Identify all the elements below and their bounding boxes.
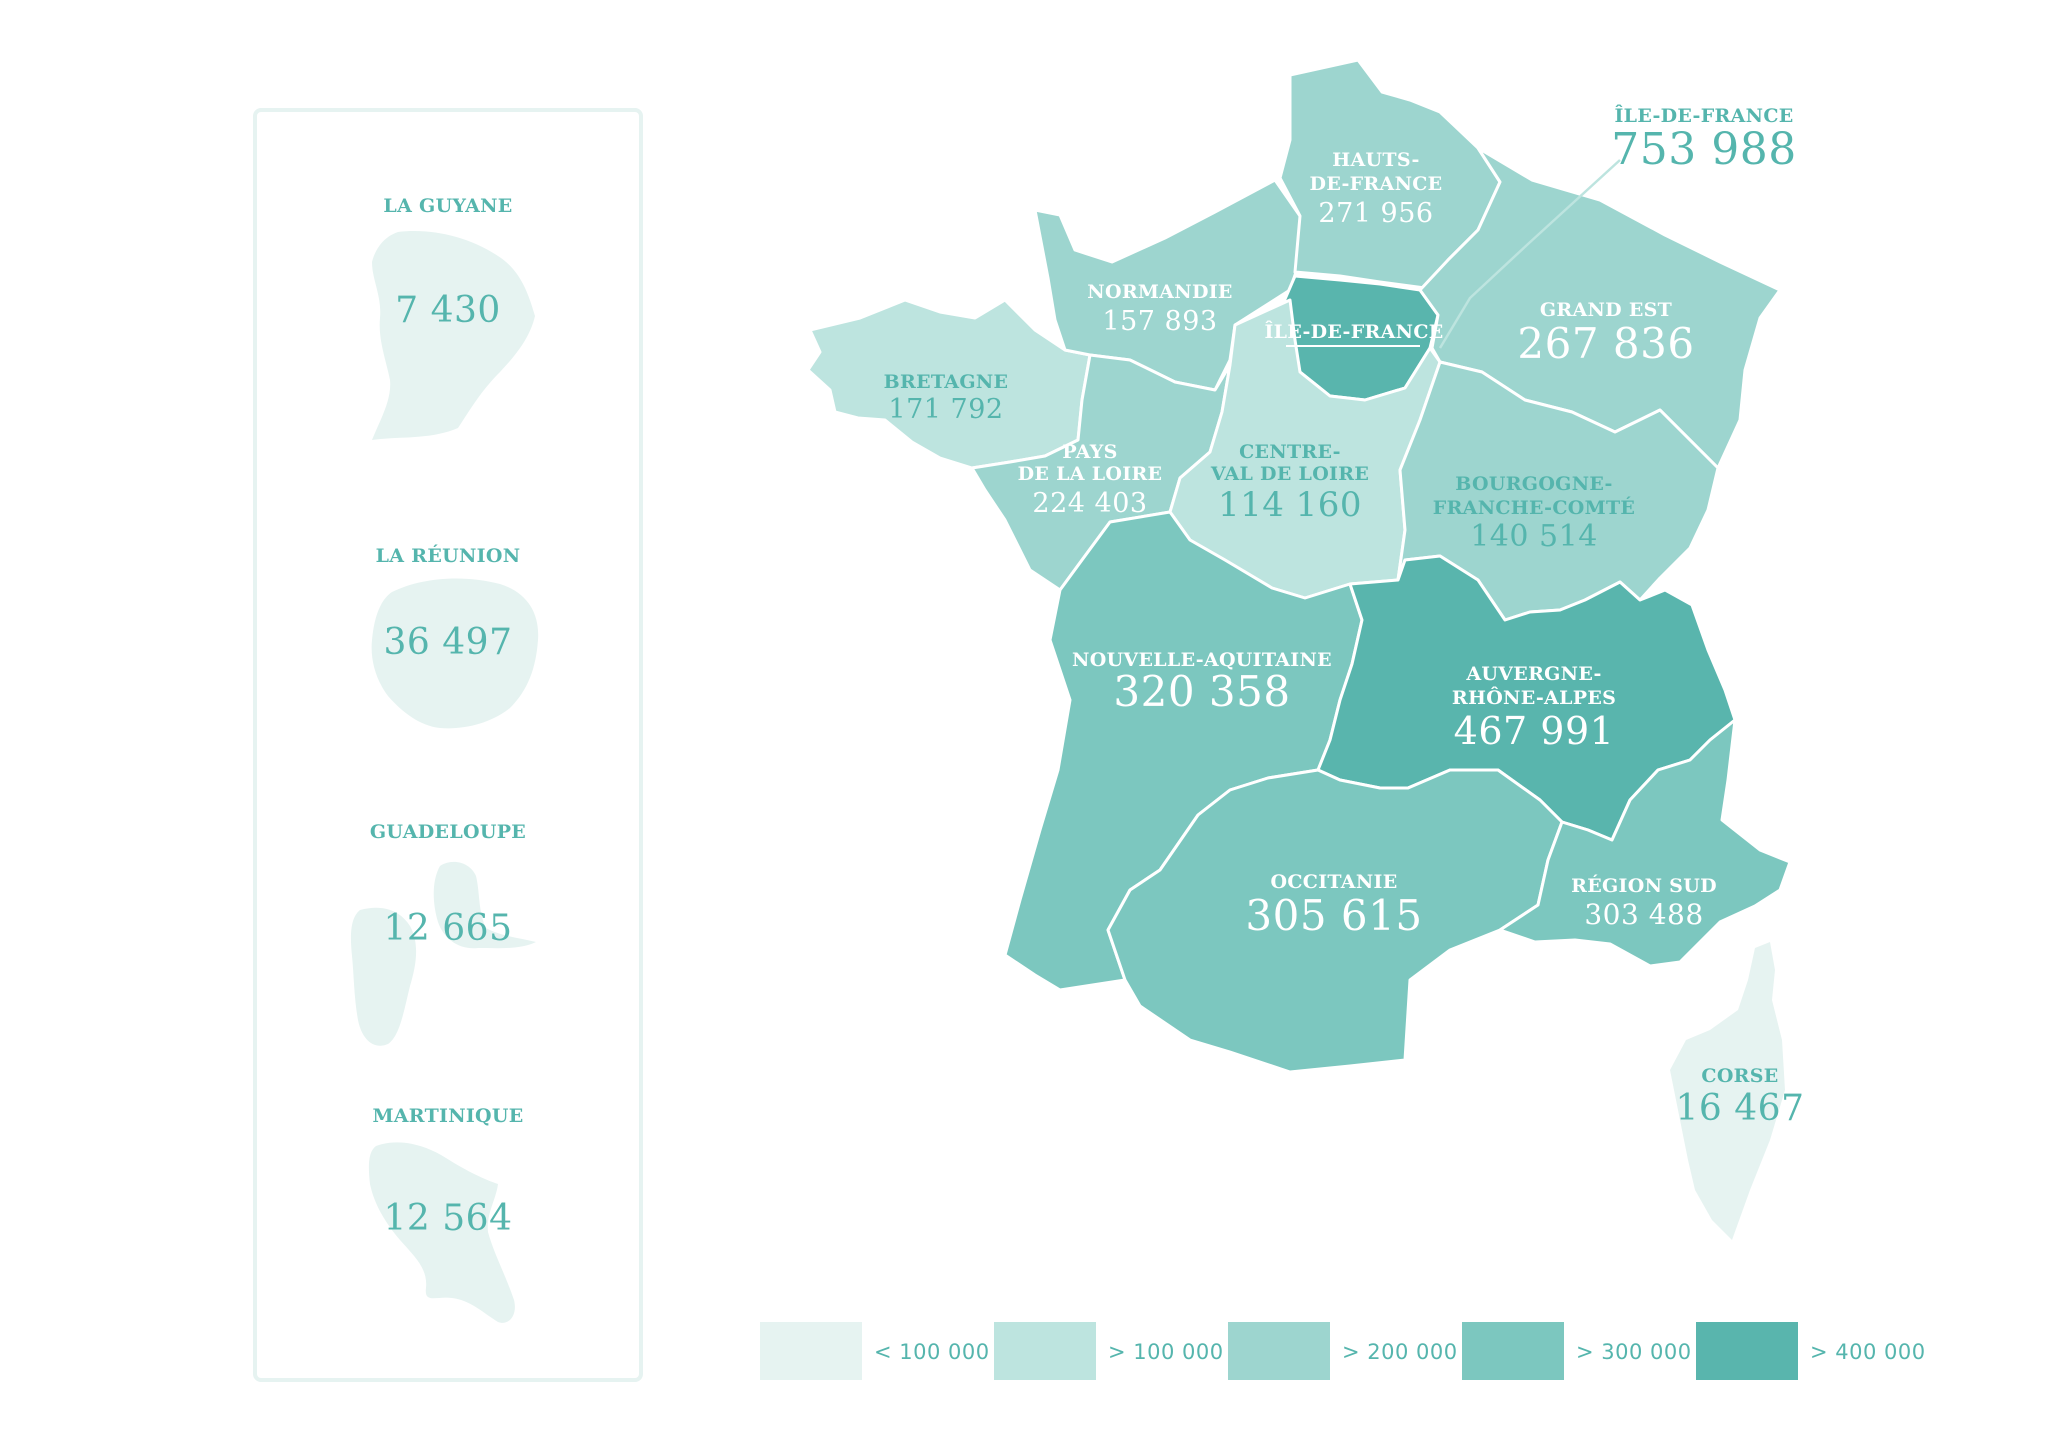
nouvelle-aquitaine-name: NOUVELLE-AQUITAINE xyxy=(1072,649,1332,671)
corse-name: CORSE xyxy=(1701,1065,1778,1087)
martinique-name: MARTINIQUE xyxy=(372,1105,523,1127)
guyane-name: LA GUYANE xyxy=(383,195,512,217)
region-normandie xyxy=(1033,178,1302,392)
guadeloupe-value: 12 665 xyxy=(384,908,513,949)
region-sud-name: RÉGION SUD xyxy=(1571,874,1717,897)
pays-de-la-loire-name-1: PAYS xyxy=(1062,441,1117,463)
legend-label-1: > 100 000 xyxy=(1108,1340,1224,1364)
centre-val-de-loire-name-2: VAL DE LOIRE xyxy=(1210,463,1369,485)
legend-label-2: > 200 000 xyxy=(1342,1340,1458,1364)
guadeloupe-shape-west xyxy=(350,907,417,1046)
legend-swatch-2 xyxy=(1228,1322,1330,1380)
hauts-de-france-name-1: HAUTS- xyxy=(1332,149,1420,171)
martinique-value: 12 564 xyxy=(384,1198,513,1239)
pays-de-la-loire-value: 224 403 xyxy=(1032,488,1147,519)
normandie-value: 157 893 xyxy=(1102,306,1217,337)
legend-swatch-0 xyxy=(760,1322,862,1380)
grand-est-value: 267 836 xyxy=(1517,319,1694,368)
reunion-value: 36 497 xyxy=(384,622,513,663)
legend-swatch-3 xyxy=(1462,1322,1564,1380)
guyane-shape xyxy=(372,231,535,440)
bretagne-value: 171 792 xyxy=(888,394,1003,425)
legend: < 100 000 > 100 000 > 200 000 > 300 000 > 40… xyxy=(760,1322,1926,1380)
martinique-shape xyxy=(368,1142,515,1323)
region-sud-value: 303 488 xyxy=(1584,898,1703,931)
bourgogne-name-1: BOURGOGNE- xyxy=(1455,473,1612,495)
guadeloupe-shape-east xyxy=(433,861,536,949)
centre-val-de-loire-name-1: CENTRE- xyxy=(1239,441,1341,463)
occitanie-name: OCCITANIE xyxy=(1271,871,1398,893)
pays-de-la-loire-name-2: DE LA LOIRE xyxy=(1018,463,1163,485)
hauts-de-france-value: 271 956 xyxy=(1318,198,1433,229)
guyane-value: 7 430 xyxy=(395,290,501,331)
reunion-name: LA RÉUNION xyxy=(376,544,521,567)
normandie-name: NORMANDIE xyxy=(1087,281,1232,303)
region-sud xyxy=(1498,718,1792,968)
bretagne-name: BRETAGNE xyxy=(884,371,1009,393)
reunion-shape xyxy=(371,578,539,729)
legend-label-3: > 300 000 xyxy=(1576,1340,1692,1364)
hauts-de-france-name-2: DE-FRANCE xyxy=(1310,173,1443,195)
auvergne-name-2: RHÔNE-ALPES xyxy=(1452,686,1616,709)
auvergne-value: 467 991 xyxy=(1454,709,1615,753)
bourgogne-value: 140 514 xyxy=(1470,519,1598,554)
idf-callout-leader xyxy=(1438,159,1621,349)
ile-de-france-callout-name: ÎLE-DE-FRANCE xyxy=(1614,104,1793,127)
legend-label-4: > 400 000 xyxy=(1810,1340,1926,1364)
auvergne-name-1: AUVERGNE- xyxy=(1465,663,1601,685)
region-occitanie xyxy=(1106,768,1564,1074)
bourgogne-name-2: FRANCHE-COMTÉ xyxy=(1433,496,1635,519)
legend-label-0: < 100 000 xyxy=(874,1340,990,1364)
corse-value: 16 467 xyxy=(1676,1088,1805,1129)
legend-swatch-1 xyxy=(994,1322,1096,1380)
ile-de-france-map-name: ÎLE-DE-FRANCE xyxy=(1264,320,1443,343)
region-corse xyxy=(1670,942,1785,1240)
guadeloupe-name: GUADELOUPE xyxy=(370,821,526,843)
centre-val-de-loire-value: 114 160 xyxy=(1218,485,1362,525)
overseas-panel xyxy=(253,108,643,1382)
grand-est-name: GRAND EST xyxy=(1540,299,1672,321)
occitanie-value: 305 615 xyxy=(1245,891,1422,940)
legend-swatch-4 xyxy=(1696,1322,1798,1380)
ile-de-france-callout-value: 753 988 xyxy=(1611,124,1796,175)
nouvelle-aquitaine-value: 320 358 xyxy=(1113,667,1290,716)
